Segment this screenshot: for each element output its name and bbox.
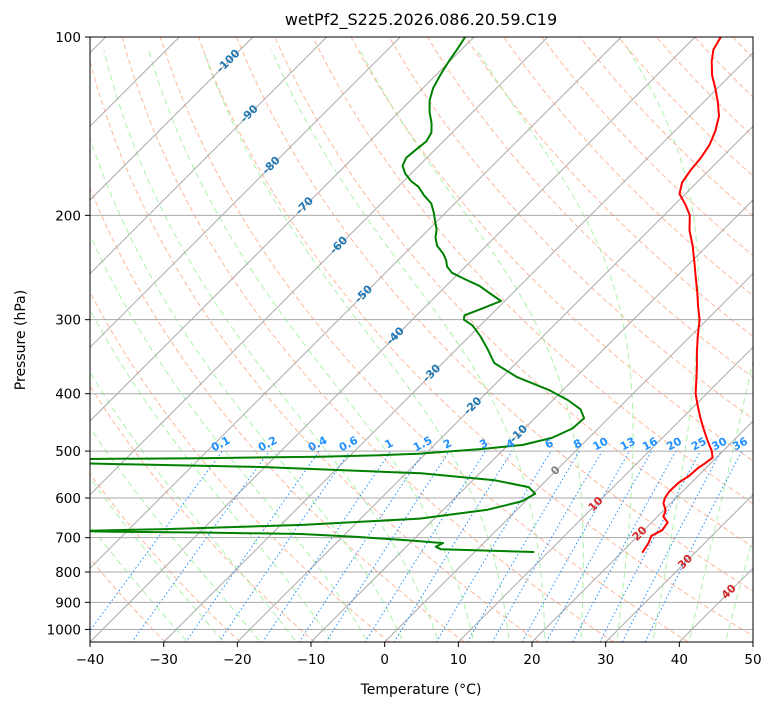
temperature-profile-line — [641, 37, 722, 553]
dry-adiabat-line — [90, 384, 316, 642]
mixing-ratio-line — [572, 450, 677, 642]
isotherm-line — [236, 125, 753, 642]
mixing-ratio-label: 20 — [664, 435, 684, 454]
moist-adiabat-line — [202, 49, 510, 642]
x-tick-label: 10 — [450, 652, 467, 668]
mixing-ratio-label: 16 — [640, 435, 660, 454]
y-tick-label: 300 — [55, 313, 81, 329]
mixing-ratio-label: 10 — [591, 435, 611, 454]
moist-adiabat-line — [688, 358, 753, 642]
mixing-ratio-line — [466, 450, 580, 642]
dry-adiabat-line — [236, 37, 753, 592]
isotherm-line — [163, 51, 753, 642]
x-tick-label: 50 — [744, 652, 761, 668]
mixing-ratio-line — [185, 450, 320, 642]
dry-adiabat-line — [90, 291, 390, 642]
dry-adiabat-line — [350, 37, 753, 462]
x-tick-label: 30 — [597, 652, 614, 668]
mixing-ratio-line — [298, 450, 425, 642]
x-tick-label: −10 — [297, 652, 326, 668]
isotherm-line — [90, 37, 475, 422]
moist-adiabat-line — [90, 524, 188, 642]
isotherm-line — [90, 37, 254, 201]
y-tick-label: 400 — [55, 387, 81, 403]
moist-adiabat-line — [103, 49, 440, 642]
moist-adiabat-line — [90, 477, 225, 642]
isotherm-line — [90, 37, 696, 642]
y-tick-label: 200 — [55, 208, 81, 224]
mixing-ratio-label: 25 — [689, 435, 709, 454]
isotherm-line — [605, 493, 753, 642]
x-tick-label: −20 — [223, 652, 252, 668]
dry-adiabat-line — [426, 37, 753, 378]
isotherm-line — [531, 420, 753, 642]
mixing-ratio-line — [364, 450, 486, 642]
x-tick-label: −30 — [149, 652, 178, 668]
mixing-ratio-label: 36 — [730, 435, 750, 454]
dry-adiabat-line — [159, 37, 689, 642]
moist-adiabat-line — [90, 371, 297, 642]
dry-adiabat-line — [465, 37, 753, 337]
moist-adiabat-line — [627, 49, 700, 642]
y-axis-label: Pressure (hPa) — [13, 290, 29, 390]
x-tick-label: −40 — [76, 652, 105, 668]
mixing-ratio-line — [218, 450, 351, 642]
x-tick-label: 20 — [523, 652, 540, 668]
data-series — [90, 37, 722, 553]
mixing-ratio-line — [435, 450, 552, 642]
dry-adiabat-line — [274, 37, 753, 548]
moist-adiabat-line — [90, 426, 261, 642]
chart-title: wetPf2_S225.2026.086.20.59.C19 — [285, 10, 557, 30]
x-axis-label: Temperature (°C) — [360, 682, 482, 698]
y-tick-label: 500 — [55, 444, 81, 460]
moist-adiabat-line — [90, 233, 369, 642]
moist-adiabat-line — [90, 308, 333, 642]
dry-adiabat-line — [90, 472, 241, 642]
dry-adiabat-line — [90, 187, 465, 642]
y-tick-label: 700 — [55, 531, 81, 547]
x-tick-label: 40 — [671, 652, 688, 668]
mixing-ratio-line — [90, 450, 223, 632]
y-tick-label: 900 — [55, 595, 81, 611]
mixing-ratio-line — [325, 450, 450, 642]
y-tick-label: 600 — [55, 491, 81, 507]
mixing-ratio-line — [393, 450, 513, 642]
axes: −40 −30 −20 −10 0 10 20 30 40 50 100 200 300 400 500 60… — [47, 30, 762, 668]
moist-adiabat-line — [147, 49, 475, 642]
x-tick-label: 0 — [380, 652, 389, 668]
mixing-ratio-line — [491, 450, 603, 642]
y-tick-label: 1000 — [47, 622, 81, 638]
isotherm-line — [384, 272, 753, 642]
mixing-ratio-label: 30 — [710, 435, 730, 454]
isotherm-line — [90, 37, 401, 349]
plot-frame — [89, 36, 754, 643]
dewpoint-profile-line — [90, 37, 586, 553]
moist-adiabat-line — [90, 136, 404, 642]
moist-adiabat-line — [476, 49, 634, 642]
moist-adiabat-line — [270, 49, 546, 642]
y-tick-label: 800 — [55, 565, 81, 581]
dry-adiabat-line — [121, 37, 614, 642]
mixing-ratio-line — [599, 450, 701, 642]
isotherm-line — [90, 37, 549, 496]
isotherm-line — [90, 37, 622, 570]
mixing-ratio-line — [262, 450, 392, 642]
mixing-ratio-label: 13 — [618, 435, 638, 454]
dry-adiabat-line — [579, 37, 753, 217]
isotherm-line — [457, 346, 753, 642]
isotherm-line — [90, 37, 328, 275]
moist-adiabat-line — [725, 536, 753, 642]
y-tick-label: 100 — [55, 30, 81, 46]
